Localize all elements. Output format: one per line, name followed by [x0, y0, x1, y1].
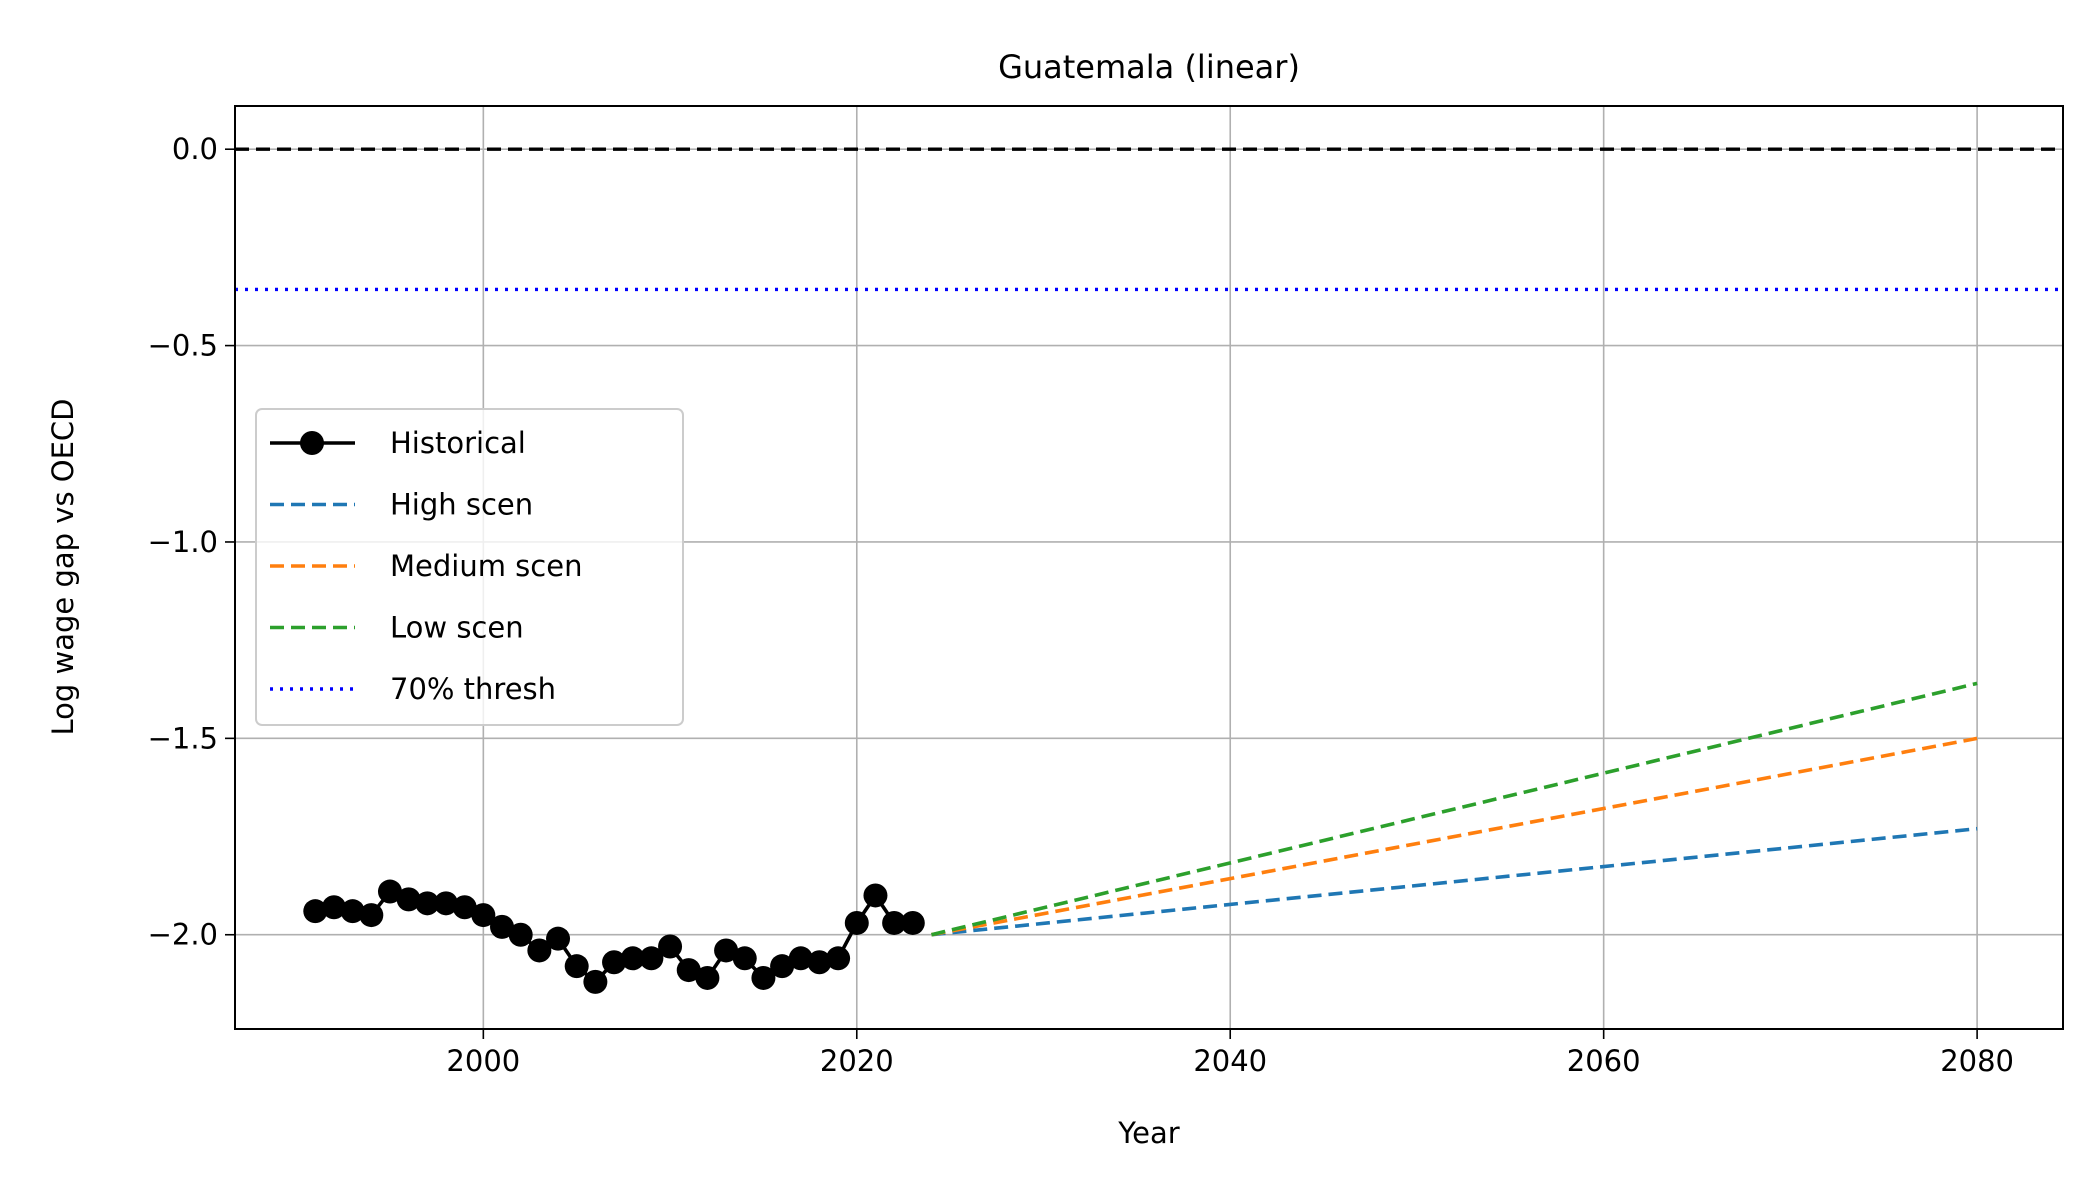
- historical-point: [882, 910, 907, 935]
- series-layer: [303, 681, 1978, 994]
- series-line: [931, 826, 1978, 937]
- historical-point: [826, 946, 851, 971]
- historical-point: [508, 922, 533, 947]
- x-axis-label: Year: [1117, 1116, 1179, 1150]
- x-tick-label: 2060: [1567, 1044, 1641, 1078]
- legend-label: Low scen: [390, 611, 524, 645]
- plot-area-frame: [234, 105, 2064, 1030]
- historical-point: [807, 950, 832, 975]
- series-line: [931, 681, 1978, 937]
- x-tick-label: 2080: [1940, 1044, 2014, 1078]
- series-line: [931, 736, 1978, 937]
- y-tick-label: −0.5: [148, 329, 218, 363]
- x-tick-label: 2020: [820, 1044, 894, 1078]
- historical-point: [527, 938, 552, 963]
- historical-point: [732, 946, 757, 971]
- y-tick-label: −1.0: [148, 525, 218, 559]
- historical-point: [620, 946, 645, 971]
- historical-point: [676, 958, 701, 983]
- historical-point: [639, 946, 664, 971]
- y-tick-label: 0.0: [172, 132, 218, 166]
- historical-point: [751, 965, 776, 990]
- historical-point: [695, 965, 720, 990]
- historical-point: [471, 903, 496, 928]
- historical-point: [415, 891, 440, 916]
- y-axis-ticks: 0.0 −0.5 −1.0 −1.5 −2.0: [148, 132, 235, 952]
- historical-point: [396, 887, 421, 912]
- historical-point: [564, 954, 589, 979]
- historical-point: [844, 910, 869, 935]
- legend-box: [255, 408, 684, 726]
- historical-point: [770, 954, 795, 979]
- historical-point: [900, 910, 925, 935]
- historical-point: [359, 903, 384, 928]
- x-tick-label: 2040: [1193, 1044, 1267, 1078]
- legend-label: 70% thresh: [390, 672, 556, 706]
- legend-marker: [300, 431, 324, 455]
- y-tick-label: −2.0: [148, 918, 218, 952]
- historical-point: [340, 899, 365, 924]
- historical-point: [303, 899, 328, 924]
- historical-point: [602, 950, 627, 975]
- legend: Historical High scen Medium scen Low scen 70…: [255, 408, 684, 726]
- historical-point: [452, 895, 477, 920]
- historical-point: [583, 969, 608, 994]
- y-tick-label: −1.5: [148, 721, 218, 755]
- historical-point: [714, 938, 739, 963]
- historical-point: [863, 883, 888, 908]
- historical-point: [377, 879, 402, 904]
- y-axis-label: Log wage gap vs OECD: [46, 399, 80, 736]
- historical-point: [546, 926, 571, 951]
- x-tick-label: 2000: [446, 1044, 520, 1078]
- historical-point: [658, 934, 683, 959]
- legend-label: High scen: [390, 488, 533, 522]
- x-axis-ticks: 2000 2020 2040 2060 2080: [446, 1029, 2014, 1078]
- historical-point: [490, 914, 515, 939]
- historical-point: [433, 891, 458, 916]
- legend-label: Historical: [390, 426, 526, 460]
- legend-label: Medium scen: [390, 549, 582, 583]
- reference-lines: [235, 147, 2063, 292]
- historical-point: [788, 946, 813, 971]
- historical-point: [321, 895, 346, 920]
- chart-title: Guatemala (linear): [998, 48, 1300, 86]
